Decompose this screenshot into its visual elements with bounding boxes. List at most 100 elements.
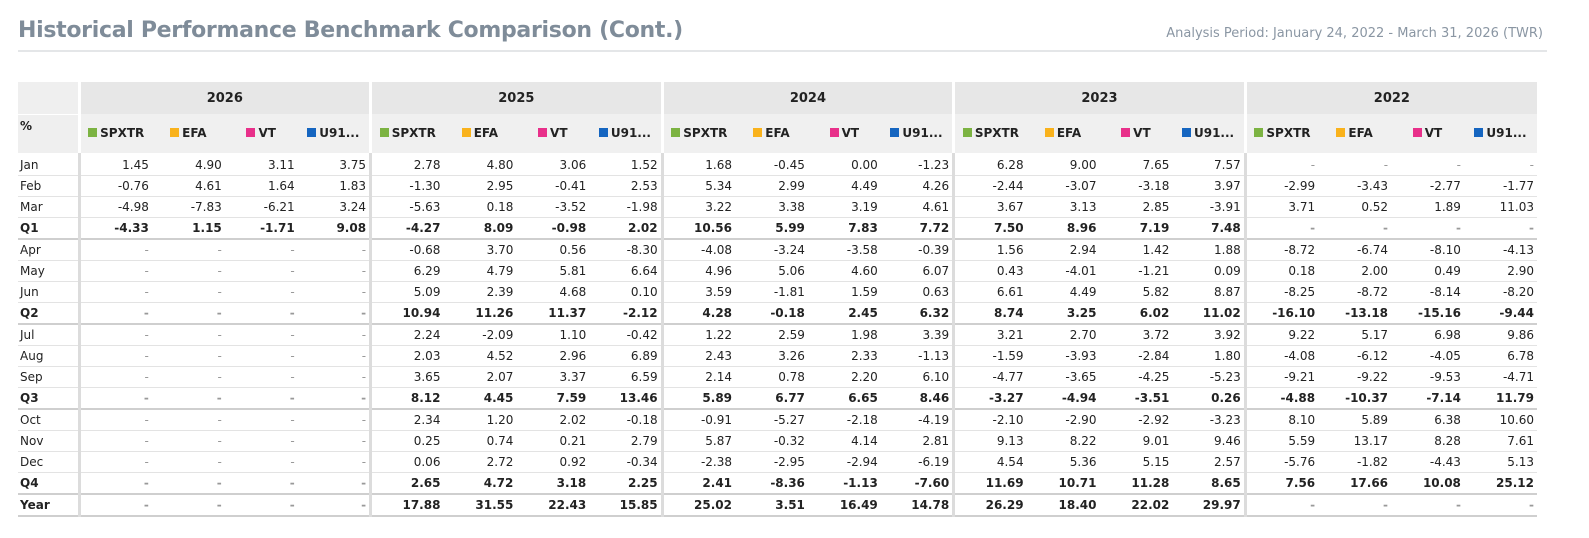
value-cell: -0.91 (660, 408, 736, 431)
value-cell: - (297, 493, 371, 517)
series-header: SPXTR (952, 114, 1027, 153)
value-cell: -1.13 (807, 472, 881, 495)
value-cell: 1.68 (660, 152, 736, 176)
value-cell: -6.19 (880, 451, 954, 473)
value-cell: -0.32 (735, 430, 808, 452)
value-cell: 1.89 (1391, 196, 1464, 218)
value-cell: - (1243, 152, 1319, 176)
value-cell: 3.72 (1099, 323, 1173, 346)
value-cell: 1.22 (660, 323, 736, 346)
value-cell: 6.32 (880, 302, 954, 325)
value-cell: 5.06 (735, 260, 808, 282)
value-cell: 4.61 (880, 196, 954, 218)
value-cell: 4.49 (1026, 281, 1100, 303)
value-cell: 5.34 (660, 175, 736, 197)
value-cell: 2.96 (516, 345, 590, 367)
value-cell: -2.10 (952, 408, 1027, 431)
value-cell: 11.37 (516, 302, 590, 325)
value-cell: - (224, 323, 298, 346)
value-cell: - (1243, 493, 1319, 517)
value-cell: -3.24 (735, 238, 808, 261)
value-cell: - (297, 451, 371, 473)
value-cell: -4.88 (1243, 387, 1319, 410)
value-cell: 3.26 (735, 345, 808, 367)
value-cell: 5.89 (1318, 408, 1392, 431)
value-cell: 7.56 (1243, 472, 1319, 495)
series-header: SPXTR (1243, 114, 1319, 153)
value-cell: 2.65 (369, 472, 444, 495)
analysis-period: Analysis Period: January 24, 2022 - Marc… (1166, 26, 1543, 41)
row-label: Jun (18, 281, 79, 303)
value-cell: -8.72 (1243, 238, 1319, 261)
series-header: U91... (589, 114, 663, 153)
series-label: EFA (182, 126, 207, 141)
value-cell: - (77, 430, 152, 452)
value-cell: 2.02 (589, 217, 663, 240)
value-cell: - (297, 408, 371, 431)
value-cell: 7.59 (516, 387, 590, 410)
value-cell: 25.02 (660, 493, 736, 517)
table-row: Year - - - -17.88 31.55 22.43 15.85 25.02 3.51 16.… (18, 493, 1537, 517)
value-cell: -7.83 (151, 196, 225, 218)
year-header: 2022 (1243, 82, 1537, 114)
value-cell: - (77, 451, 152, 473)
table-row: Apr - - - - -0.68 3.70 0.56 -8.30 -4.08 -3.24 -3.58… (18, 238, 1537, 261)
value-cell: - (297, 366, 371, 388)
value-cell: -0.68 (369, 238, 444, 261)
value-cell: -5.27 (735, 408, 808, 431)
value-cell: -6.12 (1318, 345, 1392, 367)
legend-swatch-icon (461, 128, 471, 138)
value-cell: -0.18 (589, 408, 663, 431)
value-cell: -5.63 (369, 196, 444, 218)
value-cell: 7.50 (952, 217, 1027, 240)
value-cell: 11.69 (952, 472, 1027, 495)
legend-swatch-icon (598, 128, 608, 138)
benchmark-table: 2026 2025 2024 2023 2022% SPXTR EFA VT U91... SPX… (18, 82, 1537, 517)
value-cell: - (297, 430, 371, 452)
value-cell: - (297, 387, 371, 410)
value-cell: - (151, 493, 225, 517)
value-cell: 10.71 (1026, 472, 1100, 495)
value-cell: 4.79 (443, 260, 517, 282)
value-cell: 3.24 (297, 196, 371, 218)
series-header: VT (1391, 114, 1464, 153)
value-cell: -2.94 (807, 451, 881, 473)
value-cell: - (151, 430, 225, 452)
series-header: VT (807, 114, 881, 153)
value-cell: -4.27 (369, 217, 444, 240)
value-cell: 0.26 (1172, 387, 1246, 410)
value-cell: 9.22 (1243, 323, 1319, 346)
value-cell: 1.45 (77, 152, 152, 176)
value-cell: -3.52 (516, 196, 590, 218)
value-cell: - (151, 281, 225, 303)
value-cell: - (297, 345, 371, 367)
series-header: EFA (151, 114, 225, 153)
value-cell: 0.21 (516, 430, 590, 452)
legend-swatch-icon (962, 128, 972, 138)
series-label: VT (1424, 126, 1443, 141)
row-label: Q1 (18, 217, 79, 240)
value-cell: -4.77 (952, 366, 1027, 388)
value-cell: 11.02 (1172, 302, 1246, 325)
value-cell: -8.14 (1391, 281, 1464, 303)
table-row: Jan 1.45 4.90 3.11 3.75 2.78 4.80 3.06 1.52 1.68-… (18, 152, 1537, 176)
value-cell: - (297, 260, 371, 282)
value-cell: - (1318, 493, 1392, 517)
value-cell: -4.94 (1026, 387, 1100, 410)
series-header: U91... (1463, 114, 1537, 153)
value-cell: 9.46 (1172, 430, 1246, 452)
value-cell: -1.81 (735, 281, 808, 303)
value-cell: - (1391, 217, 1464, 240)
value-cell: -4.08 (660, 238, 736, 261)
value-cell: -7.14 (1391, 387, 1464, 410)
value-cell: -0.76 (77, 175, 152, 197)
value-cell: -1.59 (952, 345, 1027, 367)
value-cell: -1.82 (1318, 451, 1392, 473)
legend-swatch-icon (170, 128, 180, 138)
value-cell: -0.39 (880, 238, 954, 261)
series-header: SPXTR (660, 114, 736, 153)
value-cell: - (224, 408, 298, 431)
value-cell: -0.45 (735, 152, 808, 176)
value-cell: -2.92 (1099, 408, 1173, 431)
value-cell: 6.29 (369, 260, 444, 282)
